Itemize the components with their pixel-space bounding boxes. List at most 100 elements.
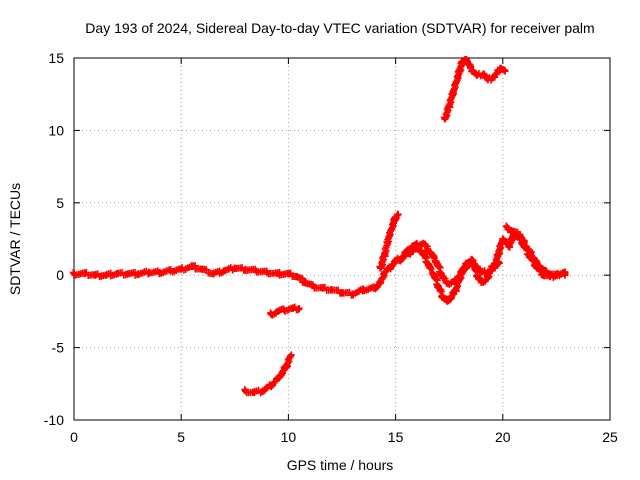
data-point [199,265,207,273]
data-point [220,267,228,275]
y-tick-label: 0 [56,267,64,283]
data-point [394,210,402,218]
data-point [434,263,442,271]
data-point [497,64,505,72]
data-point [70,270,78,278]
data-point [439,293,447,301]
data-point [402,248,410,256]
data-point [445,102,453,110]
data-point [484,274,492,282]
data-point [477,268,485,276]
data-point [467,64,475,72]
data-point [349,290,357,298]
data-point [295,305,303,313]
data-point [422,254,430,262]
data-point [561,268,569,276]
data-point [284,270,292,278]
data-point [377,278,385,286]
data-point [441,115,449,123]
data-point [302,278,310,286]
data-point [287,352,295,360]
series-markers [440,56,509,123]
data-point [259,387,267,395]
data-point [452,286,460,294]
data-point [156,268,164,276]
series-branch-c [502,222,569,280]
data-point [458,58,466,66]
x-tick-label: 0 [70,429,78,445]
y-tick-label: 10 [48,122,64,138]
data-point [452,277,460,285]
data-point [359,286,367,294]
data-point [542,268,550,276]
series-high-segment [440,55,509,123]
data-point [501,67,509,75]
data-point [389,219,397,227]
data-point [516,231,524,239]
data-point [495,249,503,257]
data-point [274,270,282,278]
data-point [338,289,346,297]
data-point [252,267,260,275]
series-mid-segment [267,303,303,319]
data-point [387,263,395,271]
series-markers [241,351,295,397]
data-point [319,284,327,292]
data-point [188,263,196,271]
data-point [377,264,385,272]
data-point [282,362,290,370]
data-point [419,239,427,247]
data-point [443,297,451,305]
data-point [473,271,481,279]
data-point [242,387,250,395]
y-tick-label: 15 [48,50,64,66]
data-point [484,76,492,84]
x-tick-label: 15 [388,429,404,445]
y-axis-label: SDTVAR / TECUs [7,183,23,295]
data-point [102,271,110,279]
data-point [231,264,239,272]
x-tick-label: 20 [495,429,511,445]
grid [74,58,610,420]
data-point [413,241,421,249]
data-point [91,271,99,279]
data-point [426,264,434,272]
data-point [327,286,335,294]
data-point [145,268,153,276]
data-point [510,228,518,236]
data-point [381,268,389,276]
data-point [396,257,404,265]
data-point [477,278,485,286]
data-point [381,249,389,257]
data-point [134,270,142,278]
data-point [527,249,535,257]
series-branch-a [395,239,477,288]
series-spike-14-15 [376,210,402,272]
data-point [293,273,301,281]
data-point [209,270,217,278]
data-marks [69,55,569,397]
y-tick-label: -5 [52,340,65,356]
data-point [113,270,121,278]
data-point [449,87,457,95]
data-point [533,260,541,268]
data-point [480,70,488,78]
y-tick-label: -10 [44,412,64,428]
data-point [177,265,185,273]
data-point [488,263,496,271]
data-point [430,271,438,279]
data-point [473,71,481,79]
data-point [447,293,455,301]
data-point [267,381,275,389]
data-point [385,232,393,240]
x-tick-labels: 0 5 10 15 20 25 [70,429,618,445]
data-point [503,223,511,231]
data-point [490,73,498,81]
data-point [280,306,288,314]
data-point [499,235,507,243]
plot-frame [73,57,611,421]
data-point [166,267,174,275]
data-point [289,305,297,313]
data-point [430,254,438,262]
